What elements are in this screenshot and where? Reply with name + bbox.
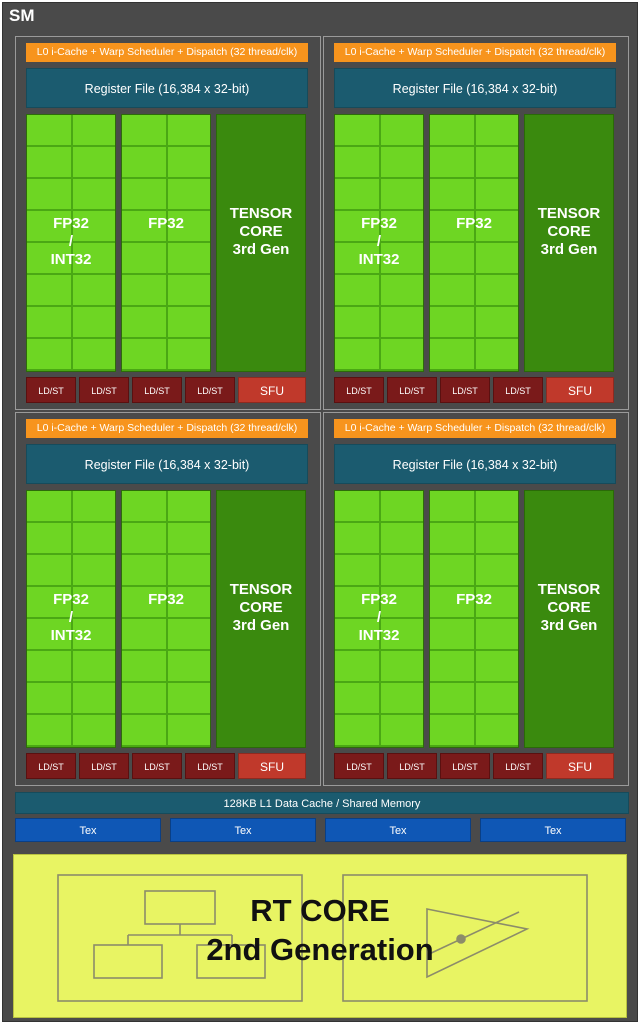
register-file: Register File (16,384 x 32-bit) <box>26 68 308 108</box>
tex-unit: Tex <box>325 818 471 842</box>
tensor-core: TENSOR CORE 3rd Gen <box>216 490 306 748</box>
tensor-line1: TENSOR <box>229 205 293 222</box>
tensor-core-label: TENSOR CORE 3rd Gen <box>217 205 305 259</box>
fp32-int32-cores: FP32 / INT32 <box>334 490 424 748</box>
fp32-int32-line3: INT32 <box>358 627 400 644</box>
tex-unit: Tex <box>15 818 161 842</box>
tensor-core-label: TENSOR CORE 3rd Gen <box>525 581 613 635</box>
fp32-int32-cores: FP32 / INT32 <box>334 114 424 372</box>
fp32-int32-line2: / <box>376 233 382 250</box>
ldst-unit: LD/ST <box>334 377 384 403</box>
ldst-unit: LD/ST <box>132 377 182 403</box>
fp32-int32-line1: FP32 <box>361 215 397 232</box>
tensor-line1: TENSOR <box>537 581 601 598</box>
tensor-line1: TENSOR <box>229 581 293 598</box>
fp32-int32-label: FP32 / INT32 <box>335 591 423 645</box>
tensor-line2: CORE <box>239 599 283 616</box>
ldst-unit: LD/ST <box>387 753 437 779</box>
ldst-unit: LD/ST <box>440 377 490 403</box>
warp-scheduler-bar: L0 i-Cache + Warp Scheduler + Dispatch (… <box>334 419 616 438</box>
fp32-cores: FP32 <box>429 114 519 372</box>
processing-block-3: L0 i-Cache + Warp Scheduler + Dispatch (… <box>15 412 321 786</box>
processing-block-4: L0 i-Cache + Warp Scheduler + Dispatch (… <box>323 412 629 786</box>
ldst-unit: LD/ST <box>185 377 235 403</box>
tensor-core-label: TENSOR CORE 3rd Gen <box>217 581 305 635</box>
ldst-unit: LD/ST <box>493 377 543 403</box>
register-file: Register File (16,384 x 32-bit) <box>334 444 616 484</box>
ldst-unit: LD/ST <box>26 377 76 403</box>
tensor-core: TENSOR CORE 3rd Gen <box>524 114 614 372</box>
triangle-shape <box>426 908 530 979</box>
fp32-int32-line2: / <box>68 609 74 626</box>
tensor-line3: 3rd Gen <box>540 241 598 258</box>
rt-core-subtitle: 2nd Generation <box>206 932 434 967</box>
fp32-int32-line2: / <box>376 609 382 626</box>
sfu-unit: SFU <box>546 753 614 779</box>
fp32-label: FP32 <box>456 215 492 232</box>
sm-title: SM <box>9 6 35 25</box>
fp32-int32-line1: FP32 <box>53 591 89 608</box>
tex-unit: Tex <box>480 818 626 842</box>
ldst-unit: LD/ST <box>185 753 235 779</box>
rt-core-illustration <box>57 874 588 1002</box>
fp32-int32-line2: / <box>68 233 74 250</box>
fp32-label: FP32 <box>456 591 492 608</box>
ldst-unit: LD/ST <box>79 753 129 779</box>
fp32-label: FP32 <box>148 215 184 232</box>
ldst-unit: LD/ST <box>440 753 490 779</box>
register-file: Register File (16,384 x 32-bit) <box>26 444 308 484</box>
bvh-panel <box>57 874 303 1002</box>
tensor-core: TENSOR CORE 3rd Gen <box>216 114 306 372</box>
tensor-line3: 3rd Gen <box>232 617 290 634</box>
ldst-unit: LD/ST <box>334 753 384 779</box>
sfu-unit: SFU <box>238 377 306 403</box>
processing-block-2: L0 i-Cache + Warp Scheduler + Dispatch (… <box>323 36 629 410</box>
tensor-line2: CORE <box>547 223 591 240</box>
fp32-int32-line3: INT32 <box>50 251 92 268</box>
fp32-int32-cores: FP32 / INT32 <box>26 490 116 748</box>
fp32-int32-line1: FP32 <box>53 215 89 232</box>
processing-block-1: L0 i-Cache + Warp Scheduler + Dispatch (… <box>15 36 321 410</box>
fp32-int32-label: FP32 / INT32 <box>27 215 115 269</box>
fp32-cores: FP32 <box>121 490 211 748</box>
ldst-unit: LD/ST <box>26 753 76 779</box>
tensor-line1: TENSOR <box>537 205 601 222</box>
warp-scheduler-bar: L0 i-Cache + Warp Scheduler + Dispatch (… <box>334 43 616 62</box>
ldst-unit: LD/ST <box>79 377 129 403</box>
rt-core-title: RT CORE <box>250 893 390 928</box>
fp32-int32-line1: FP32 <box>361 591 397 608</box>
fp32-int32-cores: FP32 / INT32 <box>26 114 116 372</box>
tree-connectors <box>127 924 233 945</box>
l1-data-cache: 128KB L1 Data Cache / Shared Memory <box>15 792 629 814</box>
ldst-unit: LD/ST <box>387 377 437 403</box>
ldst-unit: LD/ST <box>493 753 543 779</box>
tensor-core-label: TENSOR CORE 3rd Gen <box>525 205 613 259</box>
tex-unit: Tex <box>170 818 316 842</box>
tensor-core: TENSOR CORE 3rd Gen <box>524 490 614 748</box>
triangle-panel <box>342 874 588 1002</box>
warp-scheduler-bar: L0 i-Cache + Warp Scheduler + Dispatch (… <box>26 419 308 438</box>
fp32-int32-line3: INT32 <box>358 251 400 268</box>
tensor-line2: CORE <box>239 223 283 240</box>
ray-hit-point <box>456 934 466 944</box>
tensor-line3: 3rd Gen <box>540 617 598 634</box>
tensor-line3: 3rd Gen <box>232 241 290 258</box>
ray-line <box>426 911 520 956</box>
sfu-unit: SFU <box>546 377 614 403</box>
ldst-unit: LD/ST <box>132 753 182 779</box>
fp32-int32-line3: INT32 <box>50 627 92 644</box>
fp32-cores: FP32 <box>121 114 211 372</box>
rt-core: RT CORE 2nd Generation <box>13 854 627 1018</box>
tree-right-node <box>196 944 266 979</box>
fp32-int32-label: FP32 / INT32 <box>335 215 423 269</box>
tensor-line2: CORE <box>547 599 591 616</box>
sfu-unit: SFU <box>238 753 306 779</box>
register-file: Register File (16,384 x 32-bit) <box>334 68 616 108</box>
fp32-int32-label: FP32 / INT32 <box>27 591 115 645</box>
warp-scheduler-bar: L0 i-Cache + Warp Scheduler + Dispatch (… <box>26 43 308 62</box>
fp32-cores: FP32 <box>429 490 519 748</box>
fp32-label: FP32 <box>148 591 184 608</box>
